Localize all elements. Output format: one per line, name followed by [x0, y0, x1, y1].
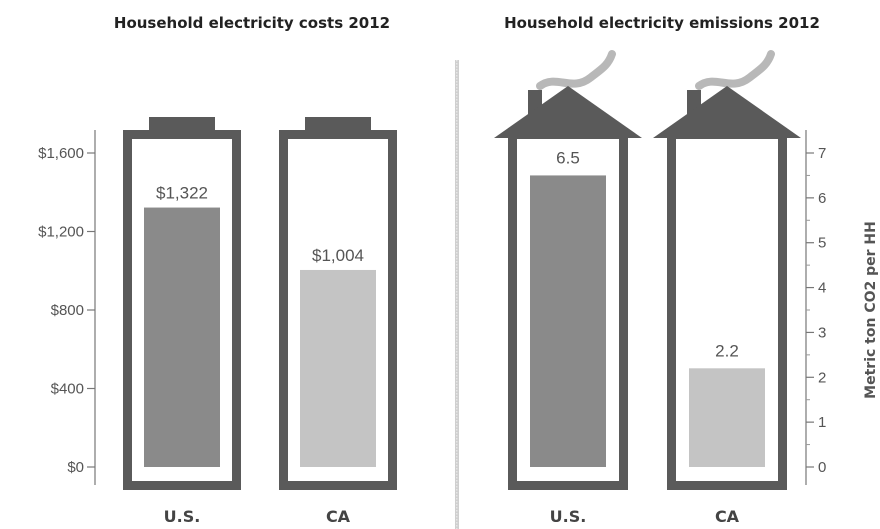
- emission-tick-label: 3: [818, 324, 826, 341]
- cost-tick-label: $1,200: [38, 224, 84, 241]
- emission-category-label: CA: [715, 507, 740, 526]
- house-roof: [494, 86, 642, 138]
- emission-tick-label: 0: [818, 459, 826, 476]
- emission-tick-label: 7: [818, 145, 826, 162]
- cost-category-label: CA: [326, 507, 351, 526]
- cost-category-label: U.S.: [164, 507, 201, 526]
- emission-tick-label: 5: [818, 235, 826, 252]
- emission-tick-label: 4: [818, 280, 826, 297]
- emission-y-axis-label: Metric ton CO2 per HH: [863, 221, 879, 399]
- emission-tick-label: 1: [818, 414, 826, 431]
- emission-y-axis: 0 1 2 3 4 5 6 7: [805, 130, 826, 485]
- chart-title-emissions: Household electricity emissions 2012: [504, 14, 820, 32]
- emission-bar: [530, 175, 606, 467]
- cost-value-label: $1,322: [156, 184, 208, 203]
- emission-category-label: U.S.: [550, 507, 587, 526]
- cost-tick-label: $1,600: [38, 145, 84, 162]
- emission-tick-label: 6: [818, 190, 826, 207]
- emission-bar: [689, 368, 765, 467]
- cost-value-label: $1,004: [312, 246, 364, 265]
- battery-terminal: [149, 117, 215, 133]
- cost-bar: [144, 207, 220, 467]
- house-roof: [653, 86, 801, 138]
- cost-tick-label: $400: [51, 381, 84, 398]
- cost-bars: $1,322 U.S. $1,004 CA: [123, 117, 397, 526]
- emission-value-label: 2.2: [715, 341, 739, 360]
- emission-bars: 6.5 U.S. 2.2 CA: [494, 50, 801, 526]
- cost-tick-label: $0: [67, 459, 84, 476]
- battery-terminal: [305, 117, 371, 133]
- emission-tick-label: 2: [818, 369, 826, 386]
- cost-tick-label: $800: [51, 302, 84, 319]
- chart-title-costs: Household electricity costs 2012: [114, 14, 390, 32]
- emission-value-label: 6.5: [556, 148, 580, 167]
- smoke: [695, 50, 775, 90]
- smoke: [536, 50, 616, 90]
- cost-y-axis: $0 $400 $800 $1,200 $1,600: [38, 130, 96, 485]
- cost-bar: [300, 269, 376, 467]
